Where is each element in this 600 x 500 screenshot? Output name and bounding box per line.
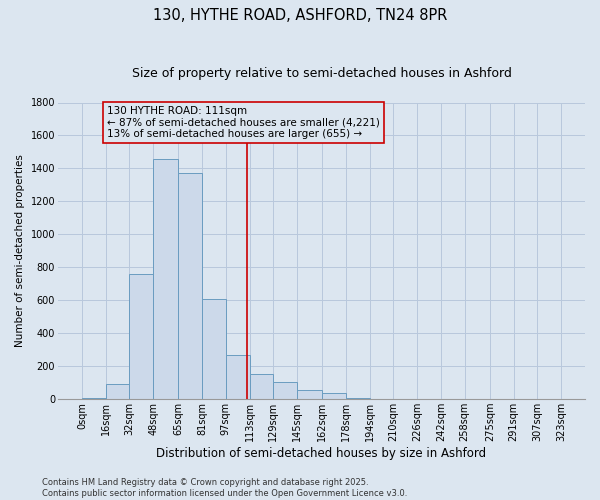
- Bar: [226, 354, 250, 399]
- Bar: [346, 398, 370, 399]
- Bar: [130, 274, 153, 399]
- Bar: [106, 384, 130, 399]
- Text: Contains HM Land Registry data © Crown copyright and database right 2025.
Contai: Contains HM Land Registry data © Crown c…: [42, 478, 407, 498]
- Bar: [202, 298, 226, 399]
- Y-axis label: Number of semi-detached properties: Number of semi-detached properties: [15, 154, 25, 348]
- Title: Size of property relative to semi-detached houses in Ashford: Size of property relative to semi-detach…: [131, 68, 511, 80]
- Bar: [153, 158, 178, 399]
- Bar: [273, 382, 297, 399]
- Bar: [82, 398, 106, 399]
- X-axis label: Distribution of semi-detached houses by size in Ashford: Distribution of semi-detached houses by …: [157, 447, 487, 460]
- Bar: [250, 374, 273, 399]
- Bar: [297, 390, 322, 399]
- Text: 130 HYTHE ROAD: 111sqm
← 87% of semi-detached houses are smaller (4,221)
13% of : 130 HYTHE ROAD: 111sqm ← 87% of semi-det…: [107, 106, 380, 139]
- Bar: [322, 392, 346, 399]
- Text: 130, HYTHE ROAD, ASHFORD, TN24 8PR: 130, HYTHE ROAD, ASHFORD, TN24 8PR: [153, 8, 447, 22]
- Bar: [178, 174, 202, 399]
